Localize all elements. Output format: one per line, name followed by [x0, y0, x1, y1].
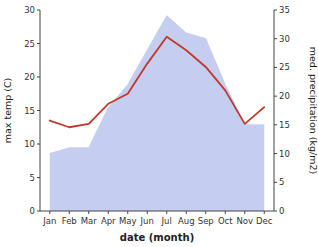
temp-line [50, 37, 265, 127]
x-tick [108, 211, 109, 214]
x-tick-label: May [119, 216, 137, 226]
x-tick [264, 211, 265, 214]
x-tick-label: Feb [62, 216, 77, 226]
x-tick-label: Apr [101, 216, 116, 226]
y2-tick [274, 67, 277, 68]
x-tick [186, 211, 187, 214]
y-tick [37, 10, 40, 11]
x-tick [49, 211, 50, 214]
y2-tick-label: 20 [279, 91, 290, 101]
x-tick-label: Jun [140, 216, 154, 226]
y2-tick-label: 30 [279, 34, 290, 44]
area-fill [40, 10, 274, 211]
x-tick [205, 211, 206, 214]
chart: 0 5 10 15 20 25 30 0 5 10 15 20 25 30 35 Jan Feb MarAprMa… [0, 0, 318, 247]
y-tick-label: 25 [24, 39, 35, 49]
x-tick [166, 211, 167, 214]
x-tick-label: Dec [256, 216, 273, 226]
y-tick-label: 20 [24, 72, 35, 82]
x-tick-label: Sep [198, 216, 214, 226]
y-tick-label: 10 [24, 139, 35, 149]
precip-area [50, 16, 265, 154]
x-tick [225, 211, 226, 214]
x-tick-label: Nov [236, 216, 253, 226]
y2-tick-label: 10 [279, 149, 290, 159]
y2-tick-label: 25 [279, 62, 290, 72]
y-tick [37, 110, 40, 111]
y-tick-label: 0 [30, 206, 35, 216]
x-tick-label: Jul [161, 216, 172, 226]
x-tick [244, 211, 245, 214]
y2-tick-label: 5 [279, 177, 284, 187]
y2-tick-label: 15 [279, 120, 290, 130]
y2-tick [274, 153, 277, 154]
x-tick [147, 211, 148, 214]
y2-axis-label: med. precipitation (kg/m2) [308, 47, 318, 174]
y-tick-label: 30 [24, 5, 35, 15]
y2-tick [274, 10, 277, 11]
x-tick-label: Oct [218, 216, 233, 226]
x-tick [127, 211, 128, 214]
y-tick-label: 5 [30, 173, 35, 183]
y-tick-label: 15 [24, 106, 35, 116]
y2-tick-label: 0 [279, 206, 284, 216]
y2-tick [274, 211, 277, 212]
y-tick [37, 211, 40, 212]
y-tick [37, 144, 40, 145]
y-tick [37, 177, 40, 178]
right-axis [274, 10, 275, 211]
x-tick-label: Aug [178, 216, 195, 226]
y-tick [37, 43, 40, 44]
x-axis-label: date (month) [120, 232, 194, 243]
y2-tick [274, 124, 277, 125]
y2-tick [274, 96, 277, 97]
y-tick [37, 77, 40, 78]
plot-area [40, 10, 274, 211]
bottom-axis [40, 211, 274, 212]
x-tick-label: Jan [42, 216, 56, 226]
x-tick [88, 211, 89, 214]
x-tick-label: Mar [81, 216, 98, 226]
y-axis-label: max temp (C) [2, 78, 13, 144]
y2-tick [274, 182, 277, 183]
y2-tick [274, 38, 277, 39]
y2-tick-label: 35 [279, 5, 290, 15]
x-tick [69, 211, 70, 214]
